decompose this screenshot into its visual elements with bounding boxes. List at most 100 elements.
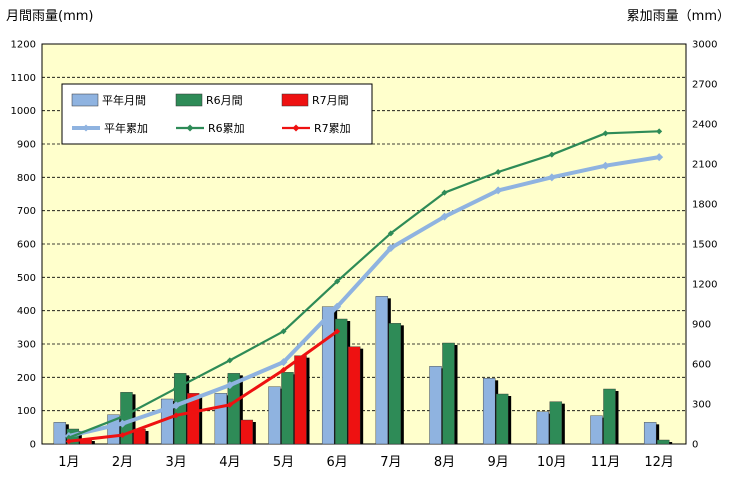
left-tick-label: 200 [17, 373, 36, 384]
series-line [68, 130, 660, 439]
series-point [65, 438, 72, 445]
left-tick-label: 700 [17, 206, 36, 217]
bar [281, 372, 294, 445]
bar [240, 419, 254, 445]
series-point [173, 412, 180, 419]
left-tick-label: 1000 [11, 106, 36, 117]
bar [268, 386, 281, 445]
series-point [387, 230, 394, 237]
bar [186, 393, 200, 445]
left-tick-label: 400 [17, 306, 36, 317]
legend-box [61, 83, 373, 145]
month-label: 7月 [380, 455, 401, 470]
legend-swatch [175, 93, 203, 107]
right-axis-ticks: 0 300 600 900 1200 1500 1800 2100 2400 2700 3000 [692, 40, 717, 451]
right-tick-label: 1800 [692, 200, 717, 211]
legend-swatch [71, 93, 99, 107]
left-tick-label: 1200 [11, 40, 36, 51]
right-tick-label: 900 [692, 320, 711, 331]
series-point [119, 432, 126, 439]
series-point [494, 186, 503, 195]
left-tick-label: 0 [30, 440, 36, 451]
right-tick-label: 2400 [692, 120, 717, 131]
right-axis-title: 累加雨量（mm） [627, 9, 730, 24]
month-label: 8月 [434, 455, 455, 470]
bar [347, 346, 361, 445]
series-point [440, 212, 449, 221]
series-point [333, 302, 342, 311]
series-point [656, 128, 663, 135]
series-point [172, 401, 181, 410]
bar [375, 296, 389, 445]
legend-label: R6月間 [206, 94, 243, 107]
legend-marker [292, 124, 300, 132]
left-tick-label: 600 [17, 240, 36, 251]
bar [603, 388, 616, 445]
series-line [68, 330, 339, 443]
right-tick-label: 1200 [692, 280, 717, 291]
bar [656, 439, 670, 445]
bar [536, 411, 550, 445]
bar [643, 422, 657, 445]
left-tick-label: 500 [17, 273, 36, 284]
series-point [225, 381, 234, 390]
left-axis-title: 月間雨量(mm) [6, 9, 93, 24]
right-tick-label: 3000 [692, 40, 717, 51]
left-tick-label: 800 [17, 173, 36, 184]
bar [590, 415, 603, 445]
legend-swatch [281, 93, 309, 107]
left-tick-label: 1100 [11, 73, 36, 84]
legend-label: R6累加 [208, 122, 245, 135]
series-point [386, 244, 395, 252]
series-point [441, 189, 448, 196]
right-tick-label: 300 [692, 400, 711, 411]
bar [429, 366, 442, 445]
month-label: 1月 [58, 455, 79, 470]
month-label: 12月 [644, 455, 674, 470]
legend-label: R7月間 [312, 94, 349, 107]
legend-marker [82, 124, 90, 132]
bar [549, 401, 563, 445]
series-point [334, 278, 341, 285]
series-point [601, 161, 610, 170]
series-line [68, 155, 660, 438]
bar [482, 378, 496, 445]
month-label: 4月 [219, 455, 240, 470]
series-point [119, 413, 126, 420]
bar [388, 323, 402, 445]
month-label: 2月 [112, 455, 133, 470]
month-label: 9月 [488, 455, 509, 470]
month-label: 6月 [327, 455, 348, 470]
series-point [547, 173, 556, 182]
bar [321, 306, 335, 445]
series-point [495, 169, 502, 175]
bar [173, 373, 187, 445]
x-axis-labels: 1月 2月 3月 4月 5月 6月 7月 8月 9月 10月 11月 12月 [58, 455, 674, 470]
series-point [280, 367, 287, 373]
left-tick-label: 900 [17, 140, 36, 151]
month-label: 11月 [591, 455, 621, 470]
lines [64, 128, 664, 445]
month-label: 10月 [537, 455, 567, 470]
bar [294, 355, 307, 445]
series-point [548, 151, 555, 158]
bar [227, 373, 241, 445]
series-point [279, 358, 288, 367]
bar [214, 393, 228, 445]
left-tick-label: 300 [17, 340, 36, 351]
bar [334, 318, 348, 445]
series-point [65, 434, 72, 441]
right-tick-label: 2700 [692, 80, 717, 91]
series-point [602, 130, 609, 137]
left-axis-ticks: 0 100 200 300 400 500 600 700 800 900 1000 1100 1200 [11, 40, 36, 451]
right-tick-label: 600 [692, 360, 711, 371]
left-tick-label: 100 [17, 406, 36, 417]
series-point [173, 385, 180, 392]
bar [495, 393, 509, 445]
series-point [226, 401, 233, 408]
bar [442, 342, 455, 445]
month-label: 5月 [273, 455, 294, 470]
month-label: 3月 [166, 455, 187, 470]
